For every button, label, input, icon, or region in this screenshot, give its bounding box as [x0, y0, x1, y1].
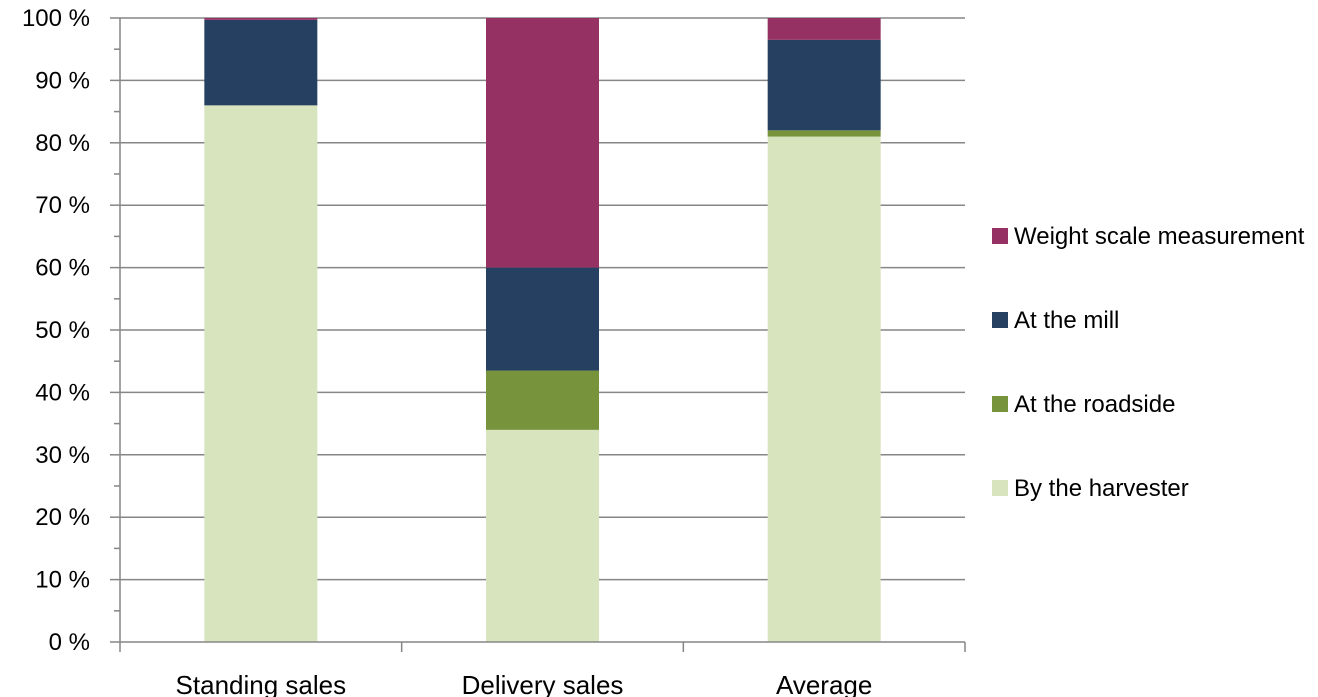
bar-segment	[486, 267, 599, 371]
y-tick-label: 10 %	[35, 567, 90, 594]
bar-segment	[486, 370, 599, 430]
legend: Weight scale measurement At the mill At th…	[992, 223, 1305, 502]
bar-segment	[767, 130, 881, 137]
bar-segment	[204, 19, 318, 106]
bar-segment	[767, 39, 881, 131]
legend-swatch	[992, 480, 1008, 496]
x-category-label: Delivery sales	[462, 670, 624, 697]
bar-segment	[767, 18, 881, 40]
legend-label: By the harvester	[1014, 475, 1189, 502]
y-tick-label: 90 %	[35, 67, 90, 94]
bar-segment	[204, 18, 318, 20]
y-tick-label: 60 %	[35, 255, 90, 282]
legend-swatch	[992, 312, 1008, 328]
legend-label: Weight scale measurement	[1014, 223, 1305, 250]
x-tick-labels: Standing sales Delivery sales Average	[176, 670, 873, 697]
legend-label: At the roadside	[1014, 391, 1175, 418]
y-tick-label: 30 %	[35, 442, 90, 469]
bar-segment	[486, 18, 599, 268]
bars	[204, 18, 881, 643]
y-tick-label: 0 %	[49, 629, 90, 656]
y-tick-labels: 0 % 10 % 20 % 30 % 40 % 50 % 60 % 70 % 80 % 90 % 1…	[22, 5, 90, 656]
bar-segment	[204, 105, 318, 643]
axes	[110, 17, 966, 652]
y-tick-label: 100 %	[22, 5, 90, 32]
y-tick-label: 50 %	[35, 317, 90, 344]
y-tick-label: 70 %	[35, 192, 90, 219]
legend-swatch	[992, 396, 1008, 412]
x-category-label: Standing sales	[176, 670, 347, 697]
y-tick-label: 40 %	[35, 379, 90, 406]
x-category-label: Average	[776, 670, 872, 697]
legend-swatch	[992, 228, 1008, 244]
bar-segment	[767, 136, 881, 642]
bar-segment	[486, 429, 599, 642]
y-tick-label: 80 %	[35, 130, 90, 157]
legend-label: At the mill	[1014, 307, 1119, 334]
y-tick-label: 20 %	[35, 504, 90, 531]
